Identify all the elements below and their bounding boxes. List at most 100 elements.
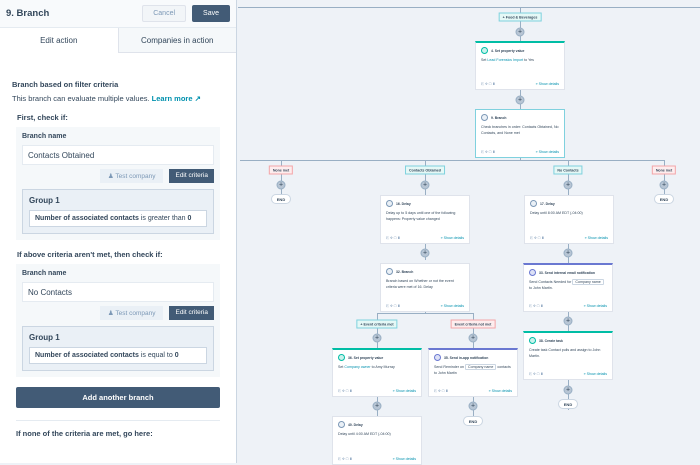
card-tools-icon[interactable]: ⎘ ✥ ▢ ▮ [338, 457, 353, 461]
card-title: 33. Send internal email notification [539, 270, 595, 275]
learn-more-link[interactable]: Learn more ↗ [152, 94, 201, 103]
show-details-link[interactable]: » Show details [584, 236, 608, 240]
card-body: Create task Contact pulls and assign to … [529, 347, 607, 359]
branch-label-tag[interactable]: Contacts Obtained [405, 165, 445, 175]
add-action-button[interactable]: + [420, 248, 430, 258]
card-tools-icon[interactable]: ⎘ ✥ ▢ ▮ [386, 236, 401, 240]
branch-label-tag[interactable]: None met [651, 165, 677, 175]
property-icon [481, 47, 488, 54]
show-details-text: Show details [443, 236, 464, 240]
add-action-button[interactable]: + [563, 385, 573, 395]
add-action-button[interactable]: + [563, 316, 573, 326]
tab-edit-action[interactable]: Edit action [0, 28, 118, 53]
card-title: 36. Set property value [348, 355, 384, 360]
workflow-action-card[interactable]: 36. Set property value Set Company owner… [332, 348, 422, 397]
workflow-action-card[interactable]: 4. Set property value Set Lead Forensics… [475, 41, 565, 90]
show-details-link[interactable]: » Show details [488, 389, 512, 393]
criteria-filter[interactable]: Number of associated contacts is greater… [29, 210, 207, 227]
card-tools-icon[interactable]: ⎘ ✥ ▢ ▮ [386, 304, 401, 308]
branch-name-input[interactable]: No Contacts [22, 282, 214, 302]
show-details-link[interactable]: » Show details [583, 304, 607, 308]
branch-label-tag[interactable]: Event criteria not met [450, 319, 496, 329]
edit-criteria-button[interactable]: Edit criteria [169, 169, 214, 183]
card-body: Branch based on Whether or not the event… [386, 278, 464, 290]
workflow-canvas[interactable]: + Food & Beverages + 4. Set property valu… [238, 0, 700, 465]
branch-label-tag[interactable]: + Food & Beverages [498, 12, 542, 22]
card-text-segment: Company name [572, 279, 604, 285]
card-tools-icon[interactable]: ⎘ ✥ ▢ ▮ [481, 150, 496, 154]
card-tools-icon[interactable]: ⎘ ✥ ▢ ▮ [338, 389, 353, 393]
show-details-link[interactable]: » Show details [583, 372, 607, 376]
show-details-text: Show details [586, 304, 607, 308]
card-text-segment: Delay up to [386, 211, 406, 215]
add-action-button[interactable]: + [372, 401, 382, 411]
add-action-button[interactable]: + [420, 180, 430, 190]
delay-icon [386, 200, 393, 207]
card-text-segment: on [459, 365, 465, 369]
branch-name-label: Branch name [22, 270, 67, 277]
criteria-property: Number of associated contacts [35, 215, 139, 222]
show-details-link[interactable]: » Show details [440, 304, 464, 308]
show-details-text: Show details [443, 304, 464, 308]
edit-criteria-button[interactable]: Edit criteria [169, 306, 214, 320]
add-action-button[interactable]: + [276, 180, 286, 190]
branch-block: Branch name No Contacts ♟ Test company E… [16, 264, 220, 377]
add-action-button[interactable]: + [515, 95, 525, 105]
test-company-button[interactable]: ♟ Test company [99, 169, 164, 183]
card-tools-icon[interactable]: ⎘ ✥ ▢ ▮ [529, 372, 544, 376]
show-details-link[interactable]: » Show details [440, 236, 464, 240]
card-text-segment: to [529, 286, 533, 290]
workflow-action-card[interactable]: 35. Send in-app notification Send Remind… [428, 348, 518, 397]
card-text-segment: John Martin [533, 286, 552, 290]
add-action-button[interactable]: + [563, 180, 573, 190]
show-details-link[interactable]: » Show details [535, 150, 559, 154]
workflow-action-card[interactable]: 40. Delay Delay until 4:00 AM EDT (-04:0… [332, 416, 422, 465]
show-details-link[interactable]: » Show details [392, 389, 416, 393]
save-button[interactable]: Save [192, 5, 230, 22]
delay-icon [338, 421, 345, 428]
add-action-button[interactable]: + [515, 27, 525, 37]
card-tools-icon[interactable]: ⎘ ✥ ▢ ▮ [481, 82, 496, 86]
workflow-action-card[interactable]: 38. Create task Create task Contact pull… [523, 331, 613, 380]
card-text-segment: . [539, 354, 540, 358]
workflow-action-card[interactable]: 33. Send internal email notification Sen… [523, 263, 613, 312]
email-icon [529, 269, 536, 276]
card-text-segment: Branch based on [386, 279, 415, 283]
tab-companies-in-action[interactable]: Companies in action [117, 28, 236, 53]
criteria-filter[interactable]: Number of associated contacts is equal t… [29, 347, 207, 364]
add-another-branch-button[interactable]: Add another branch [16, 387, 220, 408]
branch-label-tag[interactable]: No Contacts [553, 165, 583, 175]
show-details-link[interactable]: » Show details [392, 457, 416, 461]
end-node: END [463, 416, 483, 426]
card-text-segment: John Martin [438, 371, 457, 375]
card-tools-icon[interactable]: ⎘ ✥ ▢ ▮ [529, 304, 544, 308]
card-body: Delay until 4:00 AM EDT (-04:00) [338, 431, 416, 437]
user-icon: ♟ [107, 173, 114, 180]
add-action-button[interactable]: + [372, 333, 382, 343]
branch-label-tag[interactable]: None met [268, 165, 294, 175]
section-heading: Branch based on filter criteria [12, 80, 119, 89]
test-company-button[interactable]: ♟ Test company [99, 306, 164, 320]
add-action-button[interactable]: + [468, 401, 478, 411]
card-tools-icon[interactable]: ⎘ ✥ ▢ ▮ [530, 236, 545, 240]
branch-name-input[interactable]: Contacts Obtained [22, 145, 214, 165]
add-action-button[interactable]: + [659, 180, 669, 190]
branch-order-label: If above criteria aren't met, then check… [17, 250, 163, 259]
card-text-segment: No Contacts [481, 125, 559, 135]
show-details-link[interactable]: » Show details [535, 82, 559, 86]
workflow-action-card[interactable]: 9. Branch Check branches in order: Conta… [475, 109, 565, 158]
add-action-button[interactable]: + [468, 333, 478, 343]
branch-editor-panel: 9. Branch Cancel Save Edit action Compan… [0, 0, 237, 463]
cancel-button[interactable]: Cancel [142, 5, 187, 22]
external-link-icon: ↗ [194, 94, 201, 103]
workflow-action-card[interactable]: 16. Delay Delay up to 5 days until one o… [380, 195, 470, 244]
branch-icon [481, 114, 488, 121]
branch-icon [386, 268, 393, 275]
branch-label-tag[interactable]: + Event criteria met [356, 319, 398, 329]
workflow-action-card[interactable]: 17. Delay Delay until 8:00 AM EDT (-04:0… [524, 195, 614, 244]
card-text-segment: to [434, 371, 438, 375]
workflow-action-card[interactable]: 32. Branch Branch based on Whether or no… [380, 263, 470, 312]
card-tools-icon[interactable]: ⎘ ✥ ▢ ▮ [434, 389, 449, 393]
show-details-text: Show details [538, 150, 559, 154]
add-action-button[interactable]: + [563, 248, 573, 258]
